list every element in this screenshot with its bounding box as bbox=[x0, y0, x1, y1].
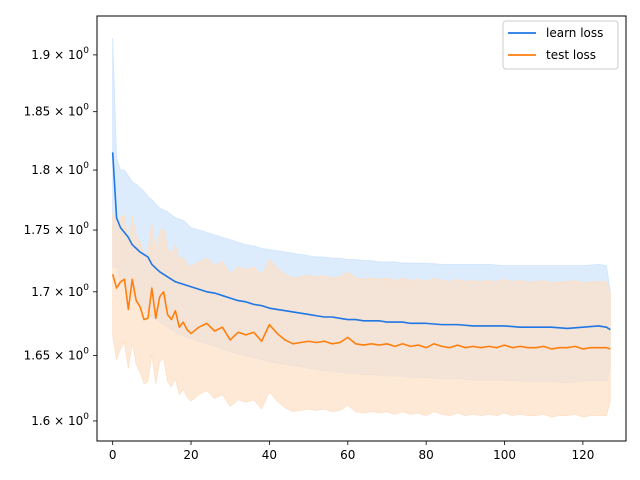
x-tick-label: 20 bbox=[183, 448, 198, 462]
x-tick-label: 100 bbox=[493, 448, 516, 462]
y-axis: 1.6 × 100 1.65 × 100 1.7 × 100 1.75 × 100 1.… bbox=[24, 46, 97, 428]
x-tick-label: 120 bbox=[571, 448, 594, 462]
test-loss-legend-label: test loss bbox=[546, 48, 596, 62]
test-loss-band bbox=[112, 211, 611, 418]
x-tick-label: 40 bbox=[262, 448, 277, 462]
y-tick-label: 1.6 × 100 bbox=[31, 412, 89, 428]
y-tick-label: 1.9 × 100 bbox=[31, 46, 89, 62]
x-tick-label: 60 bbox=[340, 448, 355, 462]
plot-frame bbox=[96, 15, 627, 442]
y-tick-label: 1.75 × 100 bbox=[24, 221, 90, 237]
confidence-bands bbox=[112, 38, 611, 418]
x-axis: 0 20 40 60 80 100 120 bbox=[109, 441, 594, 462]
y-tick-label: 1.85 × 100 bbox=[24, 103, 90, 119]
series-lines bbox=[111, 152, 611, 350]
learn-loss-line bbox=[111, 152, 611, 331]
legend: learn loss test loss bbox=[502, 20, 619, 70]
test-loss-line bbox=[111, 274, 611, 350]
x-tick-label: 80 bbox=[419, 448, 434, 462]
y-tick-label: 1.8 × 100 bbox=[31, 161, 89, 177]
y-tick-label: 1.7 × 100 bbox=[31, 283, 89, 299]
learn-loss-legend-label: learn loss bbox=[546, 26, 603, 40]
x-tick-label: 0 bbox=[109, 448, 117, 462]
y-tick-label: 1.65 × 100 bbox=[24, 346, 90, 362]
